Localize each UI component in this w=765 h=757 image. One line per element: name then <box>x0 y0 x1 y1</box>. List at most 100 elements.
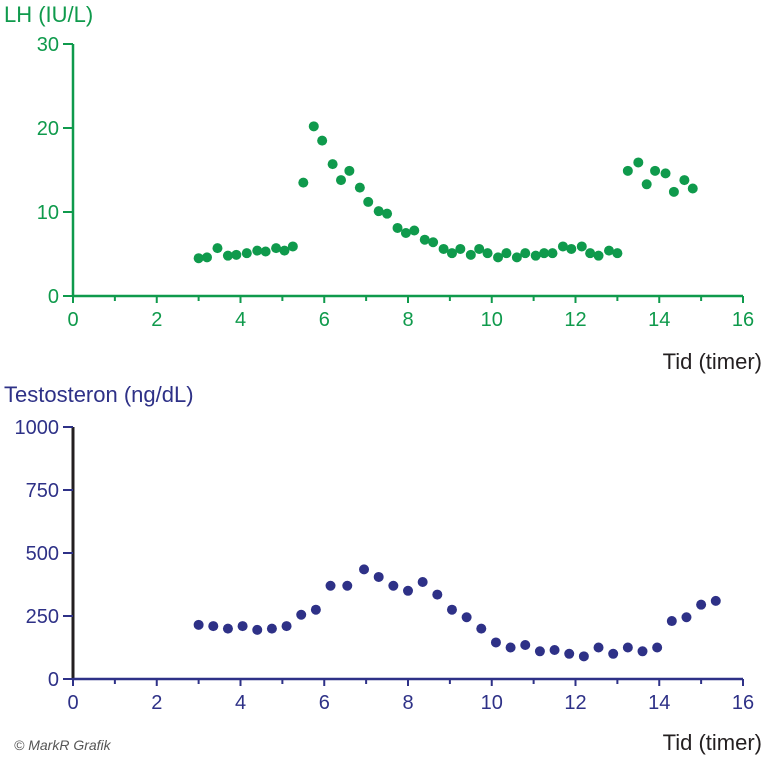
lh-data-point <box>428 237 439 248</box>
lh-y-tick-label: 30 <box>37 34 59 56</box>
testosterone-data-point <box>388 580 399 591</box>
lh-data-point <box>604 245 614 256</box>
testosterone-data-point <box>193 619 204 630</box>
testosterone-x-tick-label: 14 <box>648 692 670 714</box>
lh-data-point <box>222 250 233 261</box>
lh-data-point <box>668 186 679 197</box>
lh-data-point <box>336 175 346 186</box>
testosterone-x-tick-label: 16 <box>732 692 754 714</box>
lh-data-point <box>493 252 504 263</box>
lh-data-point <box>438 243 449 254</box>
testosterone-y-tick-label: 1000 <box>15 417 60 439</box>
testosterone-data-point <box>637 646 648 657</box>
lh-data-point <box>419 234 430 245</box>
testosterone-x-tick-label: 2 <box>151 692 162 714</box>
lh-data-point <box>679 175 690 186</box>
testosterone-data-point <box>446 604 457 615</box>
lh-data-point <box>641 179 652 190</box>
lh-data-point <box>547 248 558 259</box>
testosterone-data-point <box>490 637 501 648</box>
lh-data-point <box>202 252 212 263</box>
testosterone-data-point <box>281 621 292 632</box>
testosterone-data-point <box>296 609 307 620</box>
testosterone-data-point <box>266 623 277 634</box>
lh-data-point <box>212 243 223 254</box>
lh-data-point <box>501 248 512 259</box>
testosterone-data-point <box>208 621 219 632</box>
testosterone-data-point <box>681 612 692 623</box>
lh-x-tick-label: 4 <box>235 309 246 331</box>
lh-data-point <box>465 249 476 260</box>
testosterone-data-point <box>578 651 589 662</box>
lh-chart: LH (IU/L) 0 2 4 6 8 10 12 14 16 0 10 20 30 Tid (tim… <box>4 2 762 374</box>
lh-data-point <box>511 252 522 263</box>
lh-data-point <box>455 243 466 254</box>
lh-x-tick-label: 12 <box>564 309 586 331</box>
lh-x-axis-label: Tid (timer) <box>663 349 762 374</box>
testosterone-data-point <box>622 642 633 653</box>
lh-data-point <box>660 168 671 179</box>
testosterone-data-point <box>325 580 336 591</box>
lh-data-point <box>566 243 577 254</box>
lh-data-point <box>308 121 319 132</box>
lh-data-point <box>539 248 550 259</box>
lh-data-point <box>271 243 282 254</box>
testosterone-data-point <box>696 599 707 610</box>
testosterone-data-point <box>461 612 472 623</box>
testosterone-data-point <box>549 645 560 656</box>
lh-data-point <box>400 228 411 238</box>
lh-x-ticks: 0 2 4 6 8 10 12 14 16 <box>67 296 754 331</box>
lh-data-point <box>193 253 204 264</box>
testosterone-data-point <box>608 648 619 659</box>
lh-x-tick-label: 0 <box>67 309 78 331</box>
testosterone-x-tick-label: 12 <box>564 692 586 714</box>
testosterone-data-point <box>222 623 233 634</box>
testosterone-y-tick-label: 250 <box>26 606 59 628</box>
testosterone-x-tick-label: 8 <box>402 692 413 714</box>
lh-data-point <box>633 157 644 168</box>
testosterone-data-point <box>237 621 248 632</box>
testosterone-data-point <box>564 648 575 659</box>
testosterone-x-tick-label: 0 <box>67 692 78 714</box>
testosterone-x-axis-label: Tid (timer) <box>663 730 762 755</box>
lh-data-point <box>409 225 420 236</box>
lh-data-point <box>287 241 298 252</box>
lh-x-tick-label: 6 <box>319 309 330 331</box>
testosterone-data-point <box>432 589 443 600</box>
lh-data-point <box>344 165 355 176</box>
lh-data-point <box>260 246 271 257</box>
lh-data-point <box>392 222 403 233</box>
testosterone-data-point <box>342 580 353 591</box>
lh-data-points <box>193 121 698 264</box>
lh-data-point <box>327 159 338 170</box>
lh-data-point <box>482 248 493 259</box>
lh-data-point <box>530 250 541 261</box>
lh-y-ticks: 0 10 20 30 <box>37 34 73 308</box>
lh-data-point <box>382 208 393 219</box>
lh-x-tick-label: 14 <box>648 309 670 331</box>
lh-data-point <box>650 165 661 176</box>
testosterone-y-tick-label: 500 <box>26 543 59 565</box>
credit-text: © MarkR Grafik <box>14 737 111 753</box>
testosterone-y-tick-label: 0 <box>48 669 59 691</box>
testosterone-data-point <box>359 564 370 575</box>
testosterone-y-tick-label: 750 <box>26 480 59 502</box>
lh-data-point <box>279 245 290 256</box>
testosterone-data-point <box>310 604 321 615</box>
testosterone-x-tick-label: 6 <box>319 692 330 714</box>
lh-data-point <box>317 135 328 146</box>
lh-data-point <box>474 243 485 254</box>
testosterone-x-tick-label: 4 <box>235 692 246 714</box>
lh-data-point <box>298 177 309 188</box>
lh-data-point <box>252 245 263 256</box>
testosterone-data-point <box>666 616 677 627</box>
testosterone-data-point <box>520 639 531 650</box>
testosterone-data-point <box>417 576 428 587</box>
lh-data-point <box>622 165 633 176</box>
lh-x-tick-label: 8 <box>402 309 413 331</box>
lh-data-point <box>593 250 604 261</box>
lh-data-point <box>520 248 531 259</box>
testosterone-x-tick-label: 10 <box>481 692 503 714</box>
testosterone-x-ticks: 0 2 4 6 8 10 12 14 16 <box>67 679 754 714</box>
